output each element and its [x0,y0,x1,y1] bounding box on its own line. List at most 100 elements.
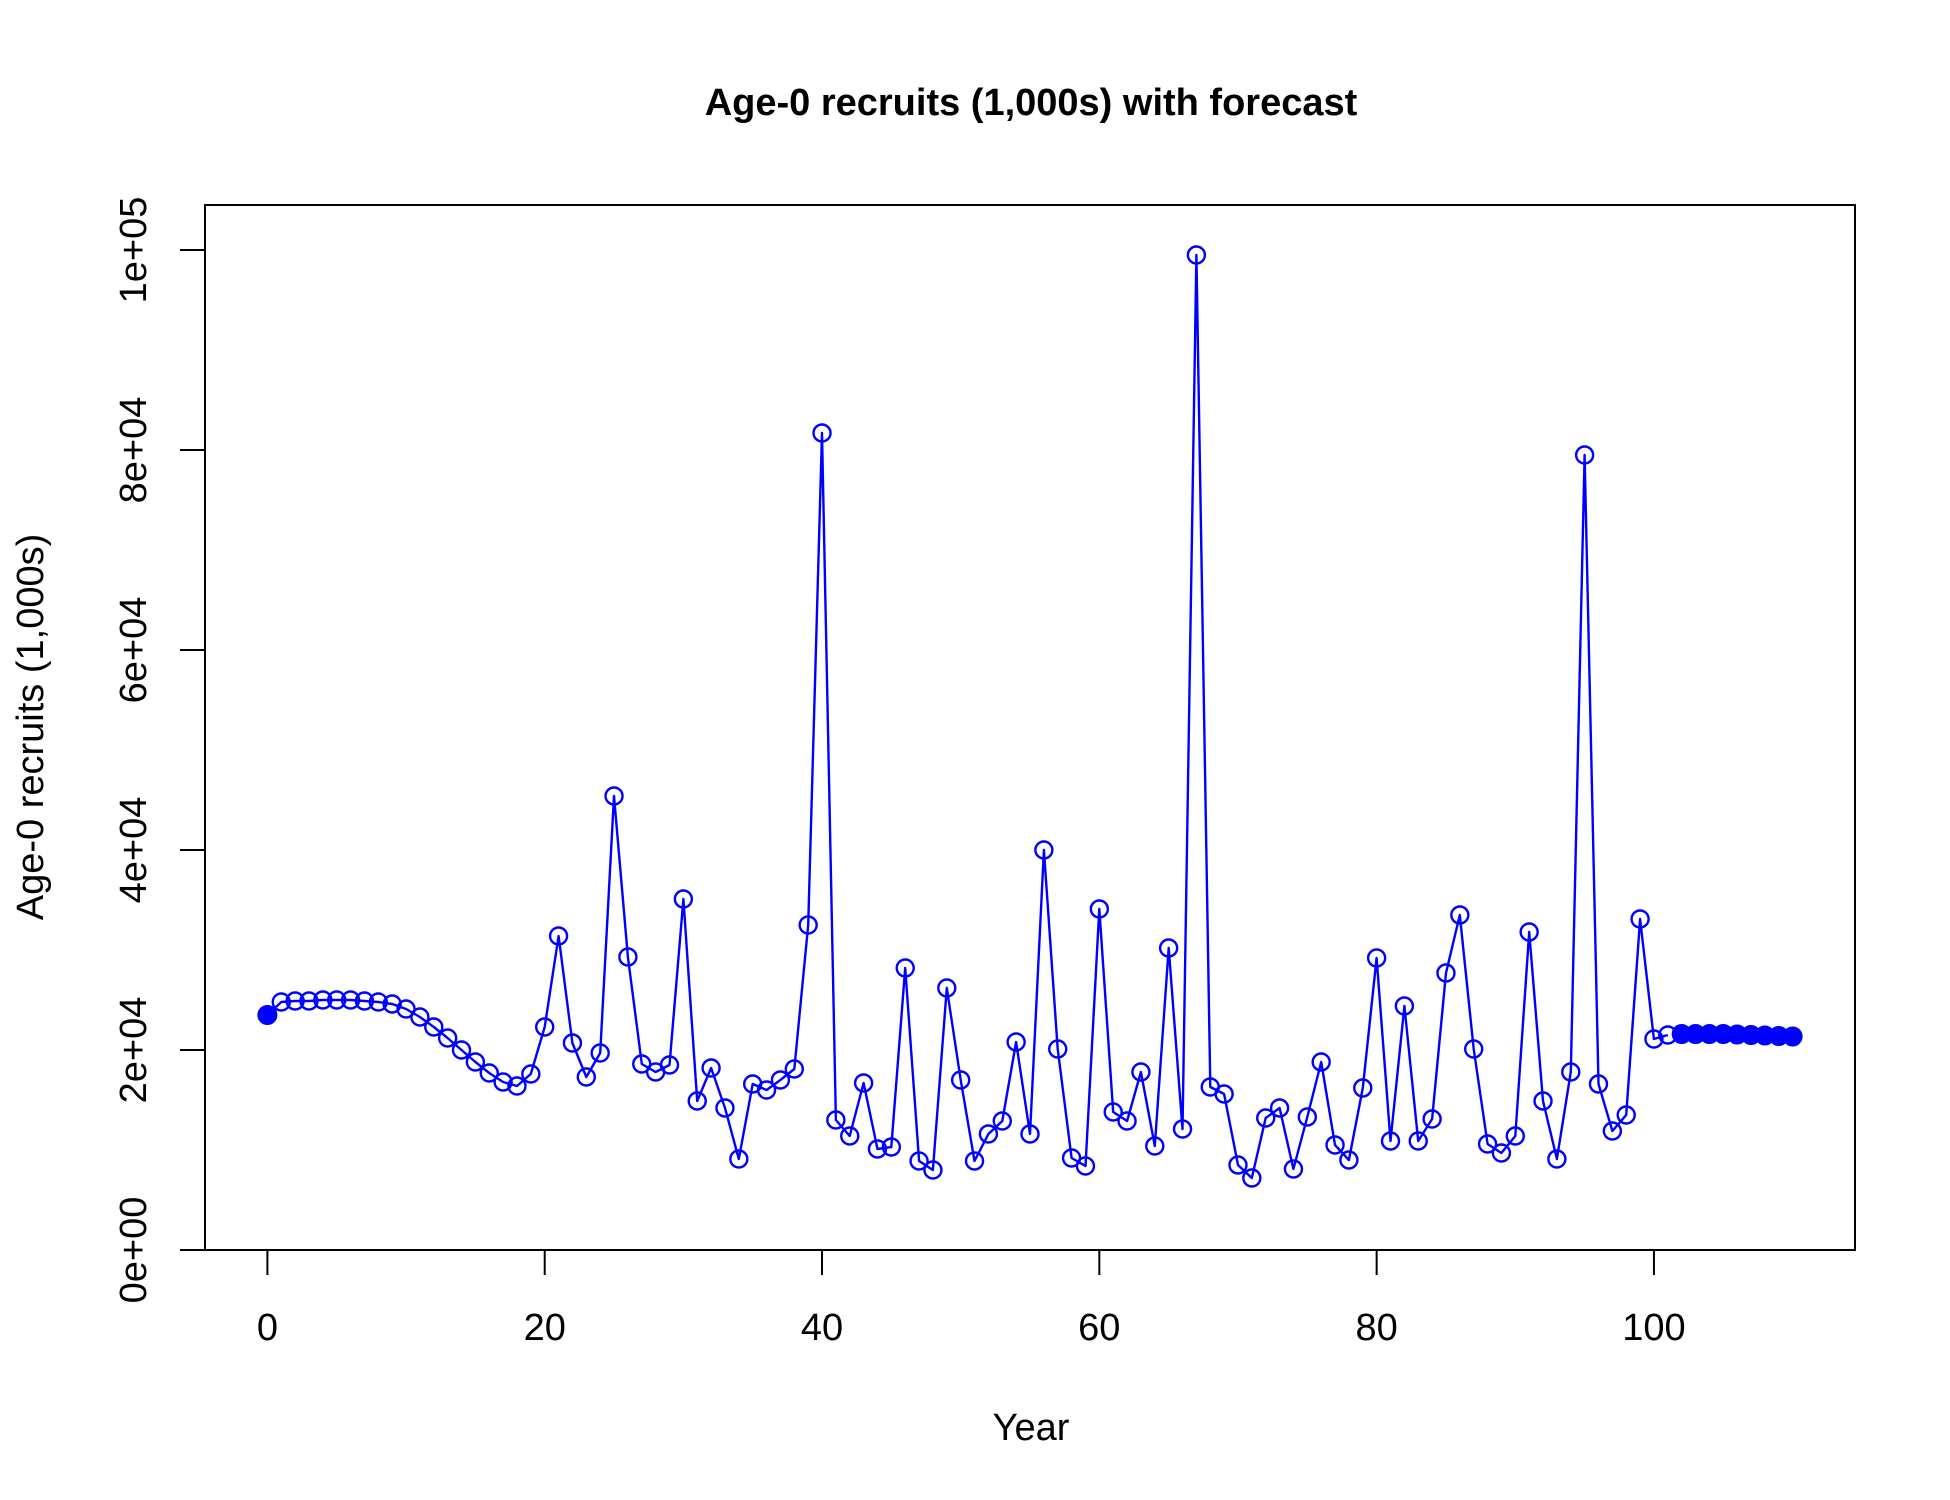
chart-title: Age-0 recruits (1,000s) with forecast [705,82,1358,124]
data-point [1297,1107,1318,1127]
y-axis: 0e+00 2e+04 4e+04 6e+04 8e+04 1e+05 [113,197,206,1303]
y-tick-label: 8e+04 [113,397,155,504]
plot-area [257,245,1803,1188]
data-point [1616,1105,1636,1125]
data-point [937,978,957,998]
y-tick-label: 6e+04 [113,597,155,704]
data-point [826,1110,846,1130]
x-tick-label: 0 [257,1307,278,1349]
data-point [1394,996,1415,1016]
data-point [618,947,638,967]
data-point [299,991,319,1011]
data-point [867,1139,888,1159]
x-axis-label: Year [993,1407,1070,1449]
data-point [1256,1108,1276,1128]
data-point [1311,1052,1331,1072]
data-point [840,1126,860,1146]
data-point [1075,1156,1096,1176]
data-point [1048,1039,1068,1059]
data-point [701,1058,721,1078]
data-point [673,889,694,909]
data-point [964,1151,985,1171]
data-point [756,1080,777,1100]
data-point [1491,1143,1512,1163]
data-point [1006,1032,1026,1052]
y-tick-label: 2e+04 [113,997,155,1104]
data-point [1463,1039,1484,1059]
data-point [687,1091,707,1111]
data-point [1450,905,1470,925]
data-point [1422,1109,1442,1129]
data-point [1283,1159,1304,1179]
data-point [923,1160,943,1180]
data-point [798,915,818,935]
data-point [535,1017,555,1037]
data-point [992,1111,1012,1131]
data-point [1630,909,1650,929]
data-point [784,1059,804,1079]
data-point [895,958,915,978]
data-point [1644,1029,1664,1049]
data-point [1103,1102,1123,1122]
forecast-point [1782,1026,1803,1047]
x-tick-label: 80 [1355,1307,1397,1349]
data-point [1519,922,1539,942]
data-point [548,926,569,946]
data-point [1353,1078,1373,1098]
data-point [437,1028,458,1048]
data-point [881,1137,902,1157]
data-point [1089,899,1110,919]
data-point [1380,1131,1401,1151]
data-point [1408,1131,1428,1151]
data-point [1131,1062,1151,1082]
data-point [1339,1150,1359,1170]
data-point [590,1043,610,1063]
data-point [978,1124,999,1144]
data-point [1366,948,1387,968]
data-point [1020,1124,1040,1144]
x-axis: 0 20 40 60 80 100 [257,1249,1686,1349]
data-point [1117,1111,1137,1131]
data-point [729,1149,749,1169]
data-point [1561,1062,1581,1082]
data-point [271,992,291,1012]
x-tick-label: 40 [801,1307,843,1349]
data-point [1214,1084,1234,1104]
data-point [950,1070,971,1090]
data-point [368,992,389,1012]
x-tick-label: 60 [1078,1307,1120,1349]
data-point [340,990,361,1010]
data-point [424,1017,444,1037]
data-point [1602,1121,1623,1141]
data-point [1477,1134,1498,1154]
data-point [1588,1074,1609,1094]
data-point [576,1067,597,1087]
data-point [1145,1136,1165,1156]
data-point [1242,1168,1262,1188]
data-point [285,991,305,1011]
data-point [479,1063,499,1083]
data-point [354,991,375,1011]
data-point [465,1052,486,1072]
data-point [909,1151,929,1171]
data-point [1505,1126,1525,1146]
x-tick-label: 100 [1622,1307,1685,1349]
data-point [451,1040,472,1060]
data-point [1172,1119,1193,1139]
data-point [1547,1149,1567,1169]
y-axis-label: Age-0 recruits (1,000s) [10,534,52,921]
data-point [1186,245,1207,265]
data-point [812,423,832,443]
data-point [327,990,347,1010]
data-point [1158,938,1179,958]
y-tick-label: 1e+05 [113,197,155,304]
x-tick-label: 20 [524,1307,566,1349]
data-point [604,786,624,806]
data-point [410,1007,430,1027]
data-point [493,1072,513,1092]
data-point [562,1033,583,1053]
series-line [266,253,1669,1180]
forecast-point [257,1005,278,1025]
data-point [770,1070,791,1090]
